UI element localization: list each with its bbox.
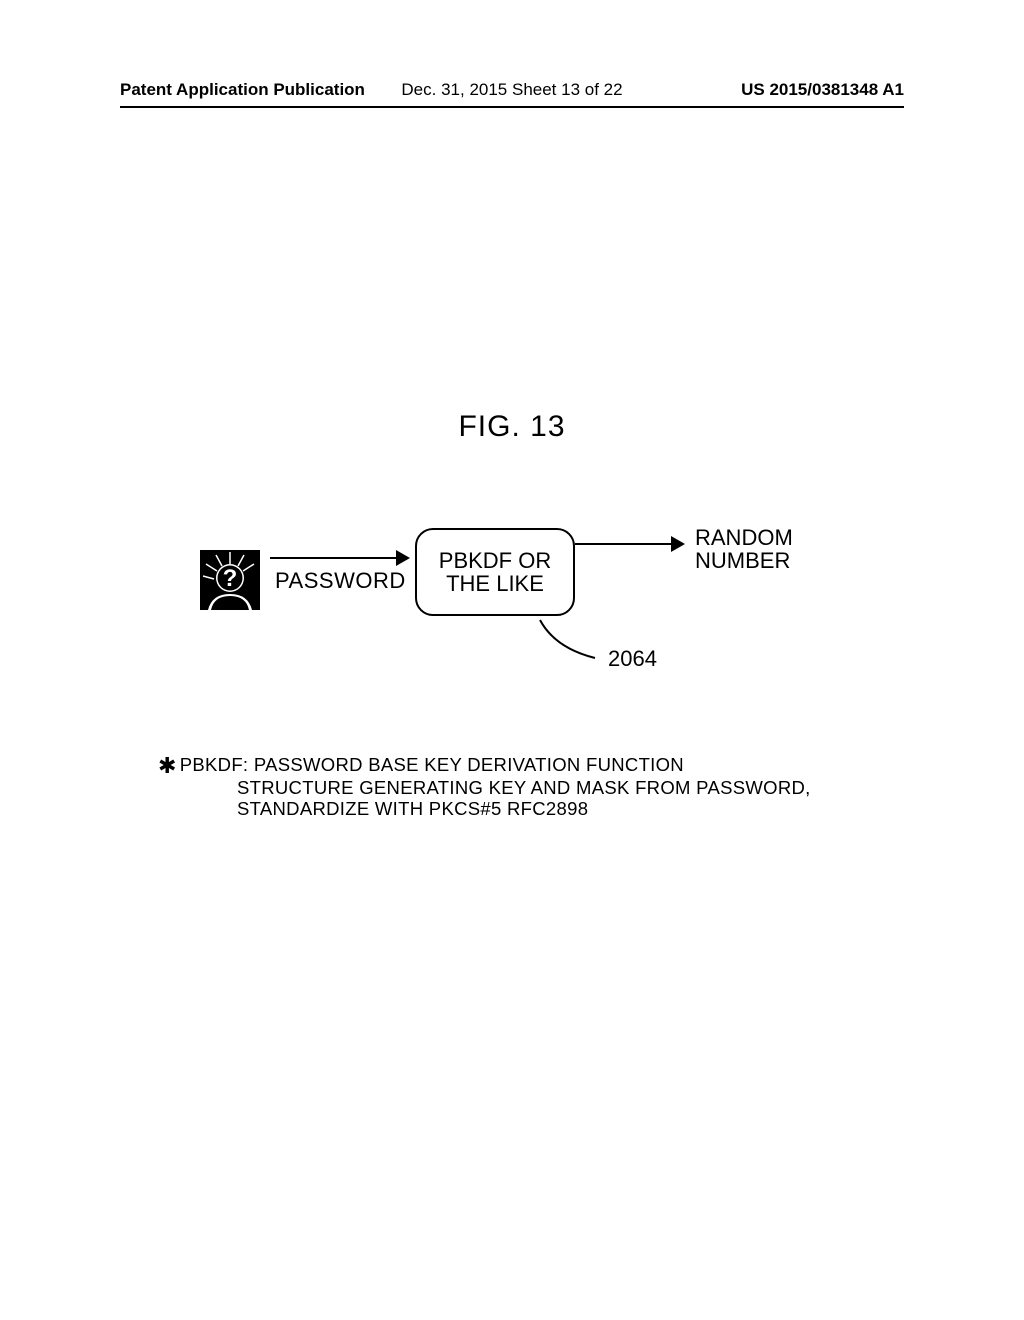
diagram: ? PASSWORD PBKDF OR THE LIKE RANDOM NUMB… — [200, 550, 840, 710]
header-right: US 2015/0381348 A1 — [741, 80, 904, 100]
reference-number: 2064 — [608, 646, 657, 672]
footnote-text3: STANDARDIZE WITH PKCS#5 RFC2898 — [158, 799, 888, 819]
footnote-text2: STRUCTURE GENERATING KEY AND MASK FROM P… — [158, 778, 888, 798]
figure-title: FIG. 13 — [0, 410, 1024, 444]
output-label: RANDOM NUMBER — [695, 526, 793, 572]
reference-swoop-icon — [535, 618, 605, 668]
password-label: PASSWORD — [275, 568, 406, 594]
page: Patent Application Publication Dec. 31, … — [0, 0, 1024, 1320]
footnote-line1: ✱PBKDF: PASSWORD BASE KEY DERIVATION FUN… — [158, 754, 888, 778]
box-line2: THE LIKE — [446, 572, 544, 595]
box-line1: PBKDF OR — [439, 549, 551, 572]
arrow-password-to-box — [270, 550, 410, 566]
header-rule — [120, 106, 904, 108]
arrow-box-to-output — [575, 536, 685, 552]
svg-text:?: ? — [223, 565, 238, 592]
pbkdf-box: PBKDF OR THE LIKE — [415, 528, 575, 616]
footnote-star-icon: ✱ — [158, 753, 177, 778]
arrow-line — [575, 543, 671, 545]
footnote: ✱PBKDF: PASSWORD BASE KEY DERIVATION FUN… — [158, 754, 888, 819]
arrow-line — [270, 557, 396, 559]
footnote-prefix: PBKDF: — [180, 754, 249, 775]
silhouette-icon: ? — [200, 550, 260, 610]
output-line2: NUMBER — [695, 549, 793, 572]
footnote-text1: PASSWORD BASE KEY DERIVATION FUNCTION — [254, 754, 684, 775]
output-line1: RANDOM — [695, 526, 793, 549]
arrow-head-icon — [396, 550, 410, 566]
arrow-head-icon — [671, 536, 685, 552]
